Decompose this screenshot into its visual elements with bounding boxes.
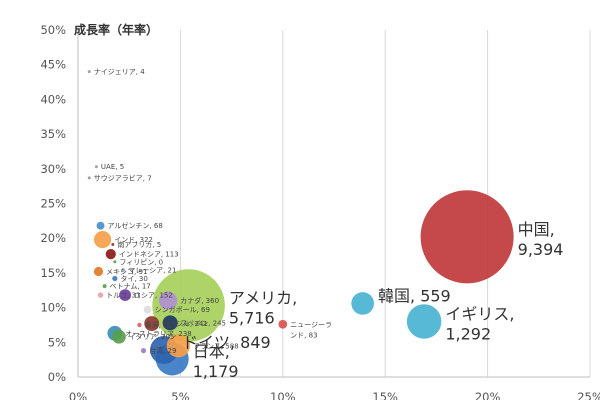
bubble-label: 香港, 20 (145, 320, 172, 329)
bubble (112, 275, 118, 282)
y-tick-label: 50% (40, 23, 66, 37)
bubble (112, 329, 126, 344)
y-tick-label: 40% (40, 92, 66, 106)
bubble-label: カナダ, 360 (180, 296, 219, 305)
bubble-label: メキシコ, 91 (106, 268, 147, 276)
bubble (111, 242, 115, 246)
bubble-label: ナイジェリア, 4 (94, 68, 145, 76)
y-tick-label: 5% (48, 335, 66, 349)
bubble-label: アメリカ, (229, 289, 297, 308)
bubble-label: 1,292 (445, 324, 491, 343)
bubble (93, 230, 112, 249)
bubble-labels: 中国,9,394 アメリカ,5,716 イギリス,1,292 日本,1,179 ドイツ,… (94, 68, 564, 381)
y-tick-label: 30% (40, 162, 66, 176)
x-tick-label: 0% (69, 390, 87, 400)
bubble (140, 348, 147, 354)
bubble (143, 305, 152, 314)
bubble (420, 190, 514, 284)
bubble-label: タイ, 30 (120, 274, 147, 283)
bubble-label: インド, 322 (114, 236, 153, 244)
bubble-label: ドイツ, 849 (182, 333, 271, 352)
bubble-label: UAE, 5 (101, 163, 124, 171)
chart-axes: 0% 5% 10% 15% 20% 25% 0% 5% 10% 15% 20% 25% 30% 35% 40… (40, 23, 600, 400)
bubble (93, 266, 104, 277)
bubble (159, 291, 178, 310)
bubble-label: ンド, 83 (290, 331, 317, 339)
bubble (87, 70, 91, 74)
bubble-label: ロシア, 152 (134, 292, 173, 300)
bubble (120, 267, 126, 273)
bubble-label: 5,716 (229, 309, 275, 328)
bubble-label: イタリア, 205 (129, 332, 175, 341)
bubble-label: 1,179 (193, 362, 239, 381)
y-tick-label: 0% (48, 370, 66, 384)
y-tick-label: 20% (40, 231, 66, 245)
bubble-series (87, 70, 514, 376)
y-tick-label: 45% (40, 58, 66, 72)
bubble-label: 台湾, 29 (149, 346, 176, 355)
y-tick-label: 10% (40, 301, 66, 315)
bubble (351, 292, 375, 315)
bubble (144, 316, 160, 332)
x-tick-label: 20% (475, 390, 501, 400)
bubble (278, 319, 288, 329)
bubble (87, 176, 91, 180)
y-tick-label: 15% (40, 266, 66, 280)
x-tick-label: 25% (577, 390, 600, 400)
bubble-label: 韓国, 559 (378, 286, 451, 305)
bubble-label: ブラジル, 241 (162, 319, 208, 328)
bubble (406, 304, 442, 339)
bubble (94, 165, 98, 169)
bubble-label: インドネシア, 113 (119, 251, 179, 259)
bubble-label: シンガポール, 69 (155, 305, 210, 314)
bubble-label: フランス, 588 (193, 342, 239, 350)
bubble-label: アルゼンチン, 68 (107, 221, 162, 230)
bubble (119, 289, 132, 302)
bubble-label: オーストラリア, 238 (125, 330, 191, 338)
bubble-label: スペイン, 245 (181, 319, 226, 327)
x-tick-label: 5% (171, 390, 189, 400)
bubble (102, 284, 107, 289)
bubble-label: マレーシア, 21 (128, 267, 176, 275)
bubble-label: トルコ, 31 (106, 292, 140, 300)
bubble (105, 249, 116, 260)
bubble-label: ニュージーラ (290, 321, 332, 329)
bubble-label: フィリピン, 0 (119, 258, 163, 266)
bubble (113, 260, 117, 264)
bubble (96, 221, 105, 230)
bubble-label: 中国, (518, 220, 555, 239)
bubble-label: 9,394 (518, 240, 564, 259)
bubble-label: サウジアラビア, 7 (94, 173, 152, 182)
bubble-label: 南アフリカ, 5 (117, 240, 161, 249)
bubble-label: 日本, (193, 342, 230, 361)
bubble-label: ベトナム, 17 (110, 283, 151, 291)
bubble (137, 322, 142, 328)
y-tick-label: 35% (40, 127, 66, 141)
bubble (162, 315, 178, 331)
bubble (97, 292, 104, 298)
y-tick-label: 25% (40, 197, 66, 211)
y-axis-label: 成長率（年率） (74, 22, 158, 37)
bubble-label: イギリス, (445, 304, 514, 323)
x-tick-label: 10% (270, 390, 296, 400)
x-tick-label: 15% (372, 390, 398, 400)
bubble (166, 334, 190, 358)
